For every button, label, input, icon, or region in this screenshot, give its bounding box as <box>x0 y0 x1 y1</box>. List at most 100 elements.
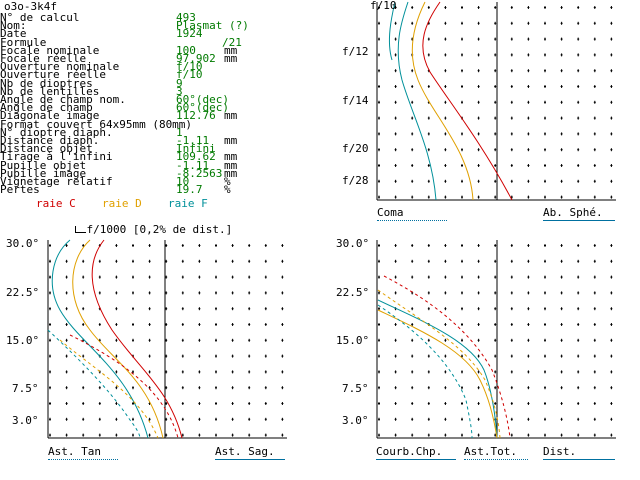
param-unit: mm <box>224 43 238 57</box>
astig-sag-label: Ast. Sag. <box>215 445 275 458</box>
coma-curve-f-outer <box>389 1 396 61</box>
param-label: Date <box>0 27 27 41</box>
param-label: Pupille objet <box>0 158 87 172</box>
astig-sag-underline <box>215 459 285 460</box>
param-value: /21 <box>222 35 242 49</box>
param-label: Nom: <box>0 19 27 33</box>
param-label: Nb de lentilles <box>0 84 100 98</box>
astig-tan-raie-d <box>72 239 164 439</box>
param-unit: mm <box>224 134 238 147</box>
field-curv-raie-d <box>377 309 498 439</box>
param-value: 60°(dec) <box>176 93 229 106</box>
param-label: Vignetage relatif <box>0 175 113 188</box>
field-label-left-3: 3.0° <box>12 414 39 427</box>
param-label: Distance diaph. <box>0 134 100 147</box>
param-value: 1 <box>176 125 183 139</box>
legend-raie-c: raie C <box>36 197 76 210</box>
coma-curve-raie-c <box>422 1 513 201</box>
param-value: 19.7 <box>176 183 203 197</box>
param-value: -8.2563 <box>176 166 223 180</box>
param-label: Format couvert 64x95mm (80mm) <box>0 117 193 131</box>
coma-curve-raie-f <box>397 1 437 201</box>
field-label-left-22: 22.5° <box>6 286 40 299</box>
param-value: -1.11 <box>176 134 210 147</box>
param-label: Focale réelle <box>0 52 87 65</box>
param-label: Ouverture nominale <box>0 60 120 74</box>
param-value: -1.11 <box>176 158 210 172</box>
astig-tan-raie-f <box>51 239 149 439</box>
astig-sag-raie-f <box>47 329 141 439</box>
param-unit: mm <box>224 166 238 180</box>
field-label-left-7: 7.5° <box>12 382 39 395</box>
param-value: 3 <box>176 84 183 98</box>
field-curvature-label: Courb.Chp. <box>376 445 443 458</box>
field-curvature-underline <box>376 459 456 460</box>
distortion-underline <box>543 459 615 460</box>
param-unit: % <box>224 183 231 197</box>
field-astig-raie-d <box>377 289 501 439</box>
param-label: Tirage à l'infini <box>0 150 113 164</box>
field-label-right-15: 15.0° <box>336 334 370 347</box>
field-label-left-30: 30.0° <box>6 237 40 250</box>
param-label: Angle de champ nom. <box>0 93 126 106</box>
param-value: 10 <box>176 175 190 188</box>
param-value: 100 <box>176 43 196 57</box>
scale-note-text: f/1000 [0,2% de dist.] <box>86 223 233 236</box>
astig-tan-raie-c <box>91 239 183 439</box>
window-title: o3o-3k4f <box>4 0 57 13</box>
param-value: 60°(dec) <box>176 101 229 115</box>
aperture-label-f12: f/12 <box>342 45 369 58</box>
legend-raie-f: raie F <box>168 197 208 210</box>
param-value: f/10 <box>176 60 203 74</box>
param-value: Plasmat (?) <box>176 19 249 33</box>
field-astig-raie-f <box>377 304 473 439</box>
param-label: Nb de dioptres <box>0 76 93 90</box>
param-label: N° de calcul <box>0 11 80 24</box>
param-label: Distance objet <box>0 142 93 156</box>
param-value: 97.902 <box>176 52 216 65</box>
param-unit: % <box>224 175 231 188</box>
param-value: 493 <box>176 11 196 24</box>
spherical-aberration-label: Ab. Sphé. <box>543 206 603 219</box>
spherical-underline <box>543 220 615 221</box>
param-label: Diagonale image <box>0 109 100 123</box>
scale-bar-icon <box>74 226 86 233</box>
param-value: Infini <box>176 142 216 156</box>
aperture-label-f14: f/14 <box>342 94 369 107</box>
astig-sag-raie-c <box>69 334 179 439</box>
param-unit: mm <box>224 150 238 164</box>
coma-underline <box>377 220 447 221</box>
aperture-label-f28: f/28 <box>342 174 369 187</box>
field-label-right-3: 3.0° <box>342 414 369 427</box>
distortion-label: Dist. <box>543 445 577 458</box>
param-value: 1924 <box>176 27 203 41</box>
param-unit: mm <box>224 158 238 172</box>
param-unit: mm <box>224 52 238 65</box>
param-value: 109.62 <box>176 150 216 164</box>
total-astig-underline <box>464 459 528 460</box>
param-label: Pupille image <box>0 166 87 180</box>
param-label: Formule <box>0 35 47 49</box>
field-label-left-15: 15.0° <box>6 334 40 347</box>
param-label: Pertes <box>0 183 40 197</box>
param-value: 9 <box>176 76 183 90</box>
param-label: Angle de champ <box>0 101 93 115</box>
field-curv-raie-f <box>377 299 498 439</box>
astig-tan-underline <box>48 459 118 460</box>
aperture-label-f20: f/20 <box>342 142 369 155</box>
coma-label: Coma <box>377 206 404 219</box>
field-astig-raie-c <box>383 275 511 439</box>
param-label: Ouverture réelle <box>0 68 106 82</box>
param-value: 112.76 <box>176 109 216 123</box>
coma-curve-raie-d <box>411 1 474 201</box>
total-astig-label: Ast.Tot. <box>464 445 517 458</box>
legend-raie-d: raie D <box>102 197 142 210</box>
param-label: Focale nominale <box>0 43 100 57</box>
field-label-right-7: 7.5° <box>342 382 369 395</box>
astig-tan-label: Ast. Tan <box>48 445 101 458</box>
aperture-label-f10: f/10 <box>370 0 397 12</box>
param-value: f/10 <box>176 68 203 82</box>
param-unit: mm <box>224 109 238 123</box>
